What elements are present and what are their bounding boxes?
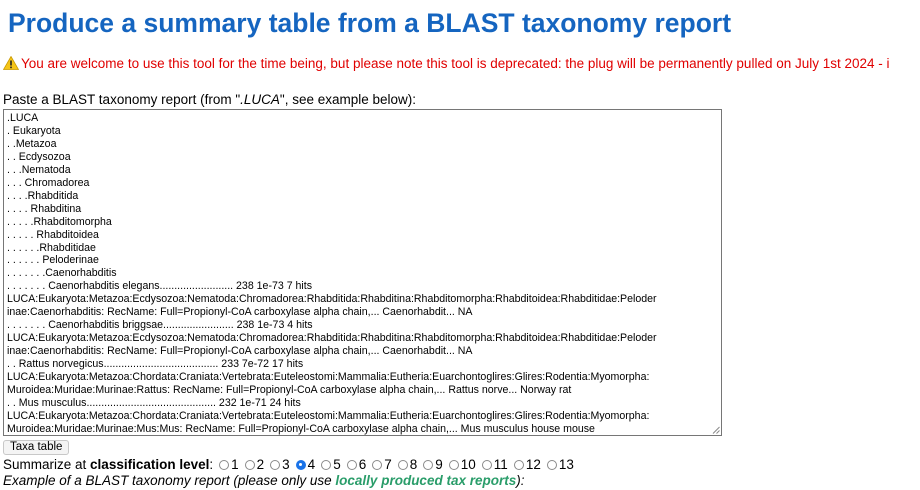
level-option-13[interactable]: 13 [541,457,574,472]
level-radio-1[interactable] [219,459,230,470]
level-option-8[interactable]: 8 [392,457,418,472]
level-radio-10[interactable] [448,459,459,470]
level-label: classification level [90,457,210,473]
level-option-label: 9 [435,457,443,472]
level-radio-8[interactable] [397,459,408,470]
report-prompt: Paste a BLAST taxonomy report (from ".LU… [3,92,416,107]
level-option-5[interactable]: 5 [315,457,341,472]
level-radio-5[interactable] [321,459,332,470]
local-tax-reports-link[interactable]: locally produced tax reports [335,473,517,488]
prompt-after: ", see example below): [279,92,417,107]
level-radio-7[interactable] [372,459,383,470]
level-radio-3[interactable] [270,459,281,470]
level-option-label: 4 [307,457,316,472]
level-option-label: 3 [282,457,290,472]
level-option-12[interactable]: 12 [508,457,541,472]
level-option-label: 7 [384,457,392,472]
level-option-label: 11 [493,457,508,472]
level-prefix: Summarize at [3,457,87,473]
level-radio-4[interactable] [295,459,306,470]
level-option-label: 1 [231,457,239,472]
level-radio-12[interactable] [513,459,524,470]
taxonomy-report-text[interactable]: .LUCA . Eukaryota . .Metazoa . . Ecdysoz… [7,112,657,435]
level-option-2[interactable]: 2 [239,457,265,472]
level-radio-2[interactable] [244,459,255,470]
level-radio-13[interactable] [546,459,557,470]
warning-triangle-icon [3,56,19,70]
level-radio-9[interactable] [423,459,434,470]
example-caption: Example of a BLAST taxonomy report (plea… [3,473,524,488]
level-option-label: 6 [358,457,367,472]
prompt-before: Paste a BLAST taxonomy report (from " [3,92,241,107]
level-option-label: 8 [409,457,418,472]
level-option-11[interactable]: 11 [476,457,508,472]
level-options: 1 2 3 4 5 6 7 8 9 10 11 12 13 [213,457,574,473]
resize-handle-icon[interactable] [711,425,720,434]
example-after: ): [516,473,525,488]
taxa-table-button[interactable]: Taxa table [3,440,70,455]
level-option-9[interactable]: 9 [417,457,443,472]
level-option-label: 2 [256,457,265,472]
taxonomy-report-textarea[interactable]: .LUCA . Eukaryota . .Metazoa . . Ecdysoz… [3,109,722,436]
level-option-label: 10 [460,457,476,472]
level-option-10[interactable]: 10 [443,457,476,472]
level-option-6[interactable]: 6 [341,457,367,472]
level-option-4[interactable]: 4 [290,457,316,472]
level-suffix: : [209,457,214,473]
level-option-3[interactable]: 3 [264,457,290,472]
warning-text: You are welcome to use this tool for the… [21,56,890,71]
level-radio-11[interactable] [481,459,492,470]
prompt-extension: .LUCA [240,92,280,107]
example-before: Example of a BLAST taxonomy report (plea… [3,473,336,488]
level-option-7[interactable]: 7 [366,457,392,472]
level-option-label: 13 [558,457,574,472]
level-radio-6[interactable] [346,459,357,470]
level-option-label: 12 [525,457,541,472]
page-title: Produce a summary table from a BLAST tax… [8,8,732,38]
level-option-label: 5 [333,457,341,472]
level-option-1[interactable]: 1 [213,457,239,472]
deprecation-warning: You are welcome to use this tool for the… [3,56,890,71]
